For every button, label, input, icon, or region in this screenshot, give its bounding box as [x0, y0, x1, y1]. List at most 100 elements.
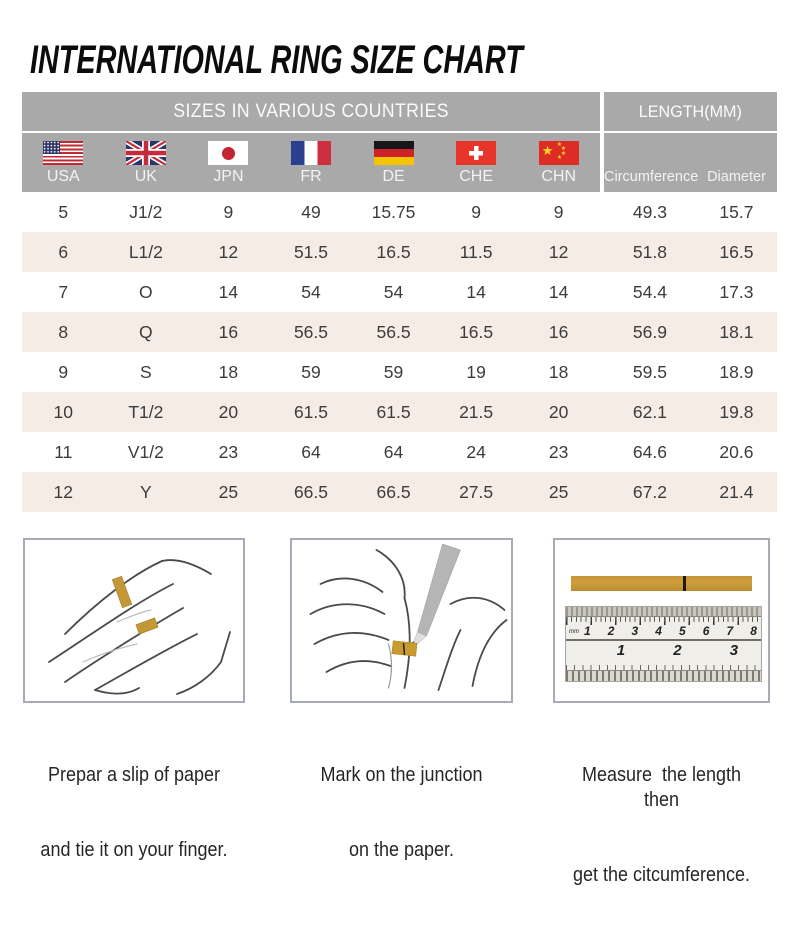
cell-usa: 9	[58, 361, 69, 382]
cell-chn: 12	[548, 241, 569, 262]
ruler-number: 8	[750, 624, 757, 638]
cell-fr: 61.5	[293, 401, 328, 422]
cell-fr: 54	[301, 281, 321, 302]
cell-chn: 9	[553, 201, 564, 222]
germany-flag-icon	[373, 141, 414, 165]
country-columns: USA UK JPN	[22, 133, 600, 192]
ruler-number: 2	[607, 624, 615, 638]
instruction-step-2: Mark on the junction on the paper.	[290, 538, 513, 913]
cell-chn: 14	[548, 281, 569, 302]
ruler-number: 7	[726, 624, 734, 638]
cell-circumference: 67.2	[632, 481, 667, 502]
cell-che: 14	[466, 281, 486, 302]
column-label-fr: FR	[300, 168, 322, 185]
ruler-number: 3	[631, 624, 639, 638]
cell-usa: 11	[54, 441, 73, 462]
table-row: 9 S 18 59 59 19 18 59.5 18.9	[22, 352, 777, 392]
ruler-number: 6	[702, 624, 710, 638]
cell-jpn: 18	[218, 361, 239, 382]
cell-uk: L1/2	[128, 241, 163, 262]
cell-fr: 56.5	[293, 321, 328, 342]
cell-jpn: 20	[218, 401, 239, 422]
japan-flag-icon	[208, 141, 249, 165]
cell-uk: V1/2	[127, 441, 164, 462]
column-header-fr: FR	[270, 133, 353, 192]
cell-che: 27.5	[459, 481, 494, 502]
ruler-cm-numbers: mm 1 2 3 4 5 6 7 8	[566, 624, 761, 639]
table-row: 8 Q 16 56.5 56.5 16.5 16 56.9 18.1	[22, 312, 777, 352]
caption-line: on the paper.	[348, 839, 455, 861]
cell-fr: 59	[301, 361, 321, 382]
switzerland-flag-icon	[456, 141, 497, 165]
ruler-unit-label: mm	[569, 629, 579, 635]
paper-strip	[571, 576, 752, 591]
ruler-number: 1	[584, 624, 591, 638]
usa-flag-icon	[43, 141, 84, 165]
column-label-de: DE	[382, 168, 405, 185]
page-title: INTERNATIONAL RING SIZE CHART	[30, 38, 523, 82]
cell-che: 11.5	[459, 241, 493, 262]
ruler-bottom-edge	[566, 670, 761, 681]
cell-de: 61.5	[376, 401, 411, 422]
ruler-inch-numbers: 1 2 3	[566, 641, 761, 670]
step-caption-1: Prepar a slip of paper and tie it on you…	[34, 713, 234, 913]
cell-uk: T1/2	[128, 401, 164, 422]
ruler-number: 5	[679, 624, 686, 638]
ruler-number: 1	[616, 642, 626, 659]
france-flag-icon	[290, 141, 331, 165]
cell-uk: Y	[140, 481, 152, 502]
caption-line: get the citcumference.	[572, 864, 751, 886]
illustration-box-2	[290, 538, 513, 703]
group-header-length-label: LENGTH(MM)	[638, 101, 743, 121]
caption-line: and tie it on your finger.	[40, 839, 228, 861]
ring-size-table: SIZES IN VARIOUS COUNTRIES LENGTH(MM) US…	[22, 92, 777, 512]
table-body: 5 J1/2 9 49 15.75 9 9 49.3 15.7 6 L1/2 1…	[22, 192, 777, 512]
ruler-number: 3	[729, 642, 739, 659]
table-row: 6 L1/2 12 51.5 16.5 11.5 12 51.8 16.5	[22, 232, 777, 272]
cell-jpn: 16	[218, 321, 239, 342]
uk-flag-icon	[125, 141, 166, 165]
cell-jpn: 25	[218, 481, 239, 502]
group-header-length: LENGTH(MM)	[604, 92, 777, 131]
cell-circumference: 64.6	[632, 441, 667, 462]
caption-line: Measure the length then	[581, 764, 747, 811]
ruler-divider	[566, 639, 761, 641]
table-row: 11 V1/2 23 64 64 24 23 64.6 20.6	[22, 432, 777, 472]
cell-circumference: 56.9	[632, 321, 667, 342]
cell-chn: 23	[548, 441, 569, 462]
cell-diameter: 18.9	[719, 361, 754, 382]
cell-diameter: 16.5	[719, 241, 754, 262]
table-row: 12 Y 25 66.5 66.5 27.5 25 67.2 21.4	[22, 472, 777, 512]
table-group-header-row: SIZES IN VARIOUS COUNTRIES LENGTH(MM)	[22, 92, 777, 131]
column-label-usa: USA	[46, 168, 80, 185]
table-row: 5 J1/2 9 49 15.75 9 9 49.3 15.7	[22, 192, 777, 232]
cell-de: 15.75	[371, 201, 416, 222]
column-label-jpn: JPN	[213, 168, 244, 185]
cell-usa: 5	[58, 201, 69, 222]
cell-chn: 16	[548, 321, 569, 342]
cell-che: 21.5	[459, 401, 494, 422]
cell-che: 19	[466, 361, 486, 382]
column-header-jpn: JPN	[187, 133, 270, 192]
step-caption-3: Measure the length then get the citcumfe…	[564, 713, 759, 938]
cell-jpn: 9	[223, 201, 234, 222]
cell-de: 66.5	[376, 481, 411, 502]
cell-circumference: 49.3	[632, 201, 667, 222]
column-header-usa: USA	[22, 133, 105, 192]
cell-de: 16.5	[376, 241, 411, 262]
cell-diameter: 20.6	[719, 441, 754, 462]
cell-de: 59	[383, 361, 404, 382]
cell-uk: S	[140, 361, 152, 382]
column-header-circumference: Circumference	[604, 168, 699, 185]
cell-diameter: 21.4	[719, 481, 754, 502]
column-label-uk: UK	[134, 168, 157, 185]
cell-jpn: 12	[218, 241, 239, 262]
cell-circumference: 54.4	[632, 281, 667, 302]
cell-diameter: 17.3	[719, 281, 754, 302]
cell-che: 24	[466, 441, 486, 462]
cell-de: 64	[383, 441, 404, 462]
cell-uk: Q	[139, 321, 153, 342]
paper-strip-mark	[683, 576, 687, 591]
